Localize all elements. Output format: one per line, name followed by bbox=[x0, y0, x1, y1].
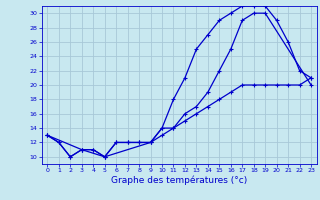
X-axis label: Graphe des températures (°c): Graphe des températures (°c) bbox=[111, 176, 247, 185]
